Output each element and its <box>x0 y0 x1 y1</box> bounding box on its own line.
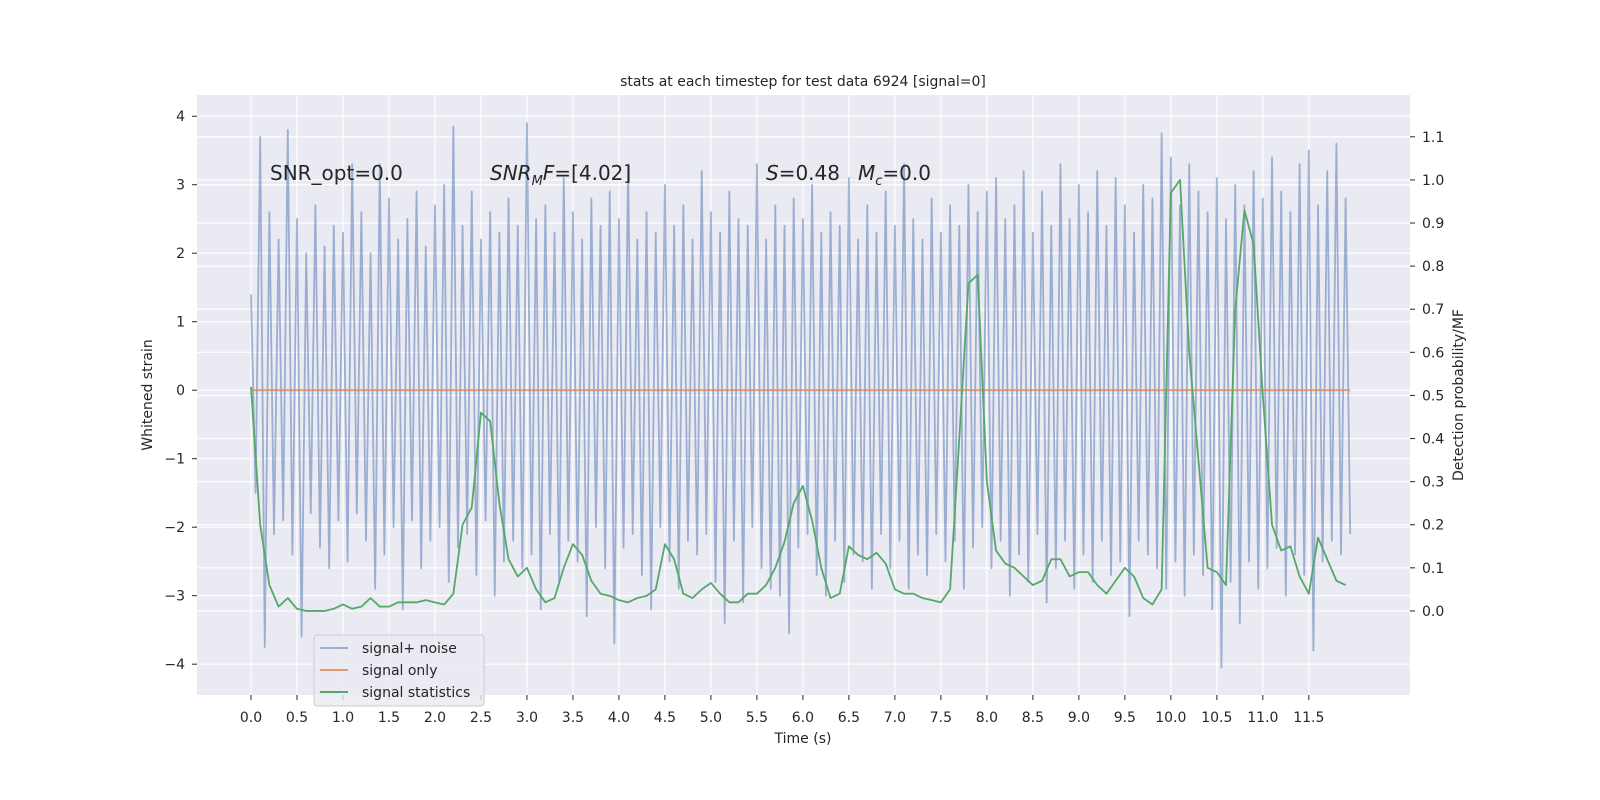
y2-tick-label: 0.1 <box>1422 561 1444 577</box>
y-tick-label: 3 <box>176 178 185 194</box>
y2-tick-label: 0.6 <box>1422 345 1444 361</box>
x-tick-label: 9.0 <box>1068 710 1090 726</box>
annotation-part: =0.0 <box>882 161 931 185</box>
x-tick-label: 11.5 <box>1293 710 1324 726</box>
y-tick-label: 1 <box>176 315 185 331</box>
y-tick-label: −3 <box>164 589 185 605</box>
x-tick-label: 0.5 <box>286 710 308 726</box>
x-tick-label: 9.5 <box>1114 710 1136 726</box>
x-tick-label: 5.5 <box>746 710 768 726</box>
legend-label: signal+ noise <box>362 641 457 657</box>
y2-tick-label: 0.2 <box>1422 518 1444 534</box>
annotation-part: SNR <box>490 161 532 185</box>
x-axis-label: Time (s) <box>774 731 832 747</box>
annotation-part: S <box>766 161 779 185</box>
y-tick-label: 2 <box>176 246 185 262</box>
x-tick-label: 7.0 <box>884 710 906 726</box>
legend: signal+ noise signal only signal statistic… <box>313 634 485 707</box>
legend-label: signal only <box>362 663 437 679</box>
y2-tick-label: 1.0 <box>1422 173 1444 189</box>
y-tick-label: 4 <box>176 109 185 125</box>
y2-tick-label: 0.7 <box>1422 302 1444 318</box>
x-tick-label: 8.0 <box>976 710 998 726</box>
x-tick-label: 1.0 <box>332 710 354 726</box>
annotation-part: M <box>532 174 543 189</box>
x-tick-label: 3.5 <box>562 710 584 726</box>
annotation-part: SNR_opt=0.0 <box>270 161 403 185</box>
legend-box <box>313 634 485 707</box>
annotations: SNR_opt=0.0 SNRMF=[4.02] S=0.48 Mc=0.0 <box>270 161 931 189</box>
x-tick-label: 10.0 <box>1155 710 1186 726</box>
x-tick-label: 6.5 <box>838 710 860 726</box>
x-tick-label: 11.0 <box>1247 710 1278 726</box>
x-tick-label: 5.0 <box>700 710 722 726</box>
y2-tick-label: 0.8 <box>1422 259 1444 275</box>
x-tick-label: 6.0 <box>792 710 814 726</box>
annotation: Mc=0.0 <box>858 161 931 189</box>
y-tick-label: −4 <box>164 657 185 673</box>
marks <box>250 122 1352 669</box>
annotation: SNRMF=[4.02] <box>490 161 631 189</box>
series-line <box>250 122 1352 669</box>
annotation-part: c <box>875 174 882 189</box>
y2-tick-label: 0.3 <box>1422 475 1444 491</box>
annotation-part: M <box>858 161 875 185</box>
x-tick-label: 0.0 <box>240 710 262 726</box>
annotation-part: =0.48 <box>779 161 840 185</box>
annotation-part: =[4.02] <box>554 161 631 185</box>
x-tick-label: 8.5 <box>1022 710 1044 726</box>
chart-title: stats at each timestep for test data 692… <box>620 74 986 90</box>
y-tick-label: −2 <box>164 520 185 536</box>
y-tick-label: −1 <box>164 452 185 468</box>
x-tick-label: 10.5 <box>1201 710 1232 726</box>
annotation: SNR_opt=0.0 <box>270 161 403 185</box>
x-tick-label: 2.5 <box>470 710 492 726</box>
x-tick-label: 1.5 <box>378 710 400 726</box>
y2-tick-label: 0.4 <box>1422 432 1444 448</box>
legend-label: signal statistics <box>362 685 470 701</box>
annotation: S=0.48 <box>766 161 840 185</box>
y2-tick-label: 0.0 <box>1422 604 1444 620</box>
x-tick-label: 7.5 <box>930 710 952 726</box>
series-line <box>250 179 1346 612</box>
y2-tick-label: 0.9 <box>1422 216 1444 232</box>
y2-tick-label: 0.5 <box>1422 388 1444 404</box>
y-axis-label: Whitened strain <box>140 339 156 450</box>
x-tick-label: 2.0 <box>424 710 446 726</box>
x-tick-label: 3.0 <box>516 710 538 726</box>
x-tick-label: 4.5 <box>654 710 676 726</box>
y2-tick-label: 1.1 <box>1422 130 1444 146</box>
annotation-part: F <box>543 161 555 185</box>
x-tick-label: 4.0 <box>608 710 630 726</box>
y2-axis-label: Detection probability/MF <box>1451 309 1467 481</box>
y-tick-label: 0 <box>176 383 185 399</box>
